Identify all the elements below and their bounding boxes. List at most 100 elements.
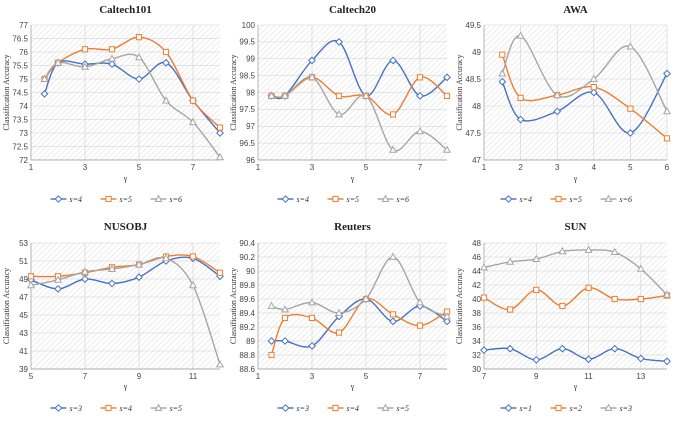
legend-marker	[332, 195, 339, 203]
data-point	[134, 52, 144, 61]
x-tick-label: 7	[418, 372, 423, 381]
legend-marker	[332, 404, 339, 412]
chart-title: SUN	[564, 221, 586, 233]
chart-title: Caltech20	[329, 4, 377, 16]
legend-label: s=5	[347, 195, 360, 204]
data-point	[108, 60, 116, 69]
data-point	[626, 42, 635, 50]
y-tick-label: 98	[246, 88, 255, 97]
legend-label: s=4	[520, 195, 533, 204]
y-axis-label: Classification Accuracy	[229, 268, 238, 344]
x-tick-label: 3	[555, 163, 560, 172]
data-point	[26, 280, 36, 289]
legend-item: s=4	[277, 195, 309, 204]
x-tick-label: 9	[137, 372, 142, 381]
legend-marker	[281, 195, 290, 203]
legend-marker	[604, 194, 613, 202]
plot-area	[31, 243, 220, 369]
legend-label: s=3	[297, 404, 310, 413]
data-point	[335, 37, 343, 46]
data-point	[559, 302, 566, 310]
y-tick-label: 48	[472, 102, 481, 111]
y-tick-label: 45	[19, 311, 28, 320]
data-point	[268, 351, 275, 359]
data-point	[161, 253, 171, 262]
data-point	[532, 254, 541, 262]
data-point	[637, 295, 644, 303]
y-tick-label: 42	[472, 281, 481, 290]
data-point	[335, 92, 343, 99]
data-point	[80, 267, 90, 275]
y-tick-label: 99	[246, 55, 255, 64]
legend-marker	[504, 195, 513, 203]
legend-item: s=1	[500, 404, 532, 413]
data-point	[663, 357, 671, 366]
chart-title: Reuters	[334, 221, 371, 233]
legend-item: s=6	[150, 194, 183, 204]
legend-marker	[281, 404, 290, 412]
y-tick-label: 51	[19, 257, 28, 266]
y-tick-label: 90.4	[239, 239, 255, 248]
y-axis-label: Classification Accuracy	[455, 268, 464, 344]
data-point	[361, 91, 371, 99]
chart-nusobj: 39 41 43 45 47 49 51 53 5 7 9 11 NUSOBJ γ Classificati…	[2, 221, 225, 413]
y-tick-label: 49.5	[465, 21, 481, 30]
data-point	[215, 152, 225, 161]
y-tick-label: 90	[246, 267, 255, 276]
legend-item: s=5	[377, 403, 409, 413]
data-point	[610, 344, 619, 353]
x-axis-label: γ	[573, 382, 578, 391]
legend-marker	[154, 403, 163, 411]
chart-awa: 47 47.5 48 48.5 49 49.5 1 2 3 4 5 6 AWA γ Classificati…	[455, 4, 672, 204]
x-tick-label: 5	[364, 163, 369, 172]
series-s6	[267, 72, 452, 153]
data-point	[499, 51, 506, 58]
series-s4	[498, 69, 671, 137]
data-point	[134, 260, 144, 268]
data-point	[189, 253, 197, 260]
x-axis-label: γ	[573, 174, 578, 183]
data-point	[626, 129, 635, 137]
y-tick-label: 75	[19, 75, 28, 84]
data-point	[532, 355, 541, 364]
data-point	[443, 317, 451, 326]
data-point	[506, 257, 515, 265]
legend-item: s=5	[550, 195, 582, 204]
data-point	[443, 92, 451, 99]
data-point	[662, 106, 672, 115]
x-tick-label: 11	[584, 372, 593, 381]
data-point	[53, 275, 63, 283]
legend-marker	[555, 195, 562, 203]
legend-label: s=6	[170, 195, 183, 204]
chart-caltech20: 96 96.5 97 97.5 98 98.5 99 99.5 100 1 3 5 7 Caltech20…	[229, 4, 452, 204]
y-tick-label: 32	[472, 351, 481, 360]
y-tick-label: 73.5	[12, 115, 28, 124]
y-tick-label: 34	[472, 337, 481, 346]
data-point	[389, 317, 397, 326]
y-tick-label: 46	[472, 253, 481, 262]
data-point	[498, 77, 507, 86]
data-point	[308, 56, 316, 65]
y-axis-label: Classification Accuracy	[229, 54, 238, 130]
y-tick-label: 89.2	[239, 323, 255, 332]
x-tick-label: 1	[256, 372, 261, 381]
legend-item: s=6	[600, 194, 632, 204]
x-tick-label: 7	[418, 163, 423, 172]
y-tick-label: 97.5	[239, 105, 255, 114]
y-tick-label: 89	[246, 337, 255, 346]
chart-title: NUSOBJ	[104, 221, 148, 233]
chart-sun: 30 32 34 36 38 40 42 44 46 48 7 9 11 13 SUN γ Classifica…	[455, 221, 672, 413]
legend-marker	[604, 403, 613, 411]
data-point	[480, 294, 488, 301]
y-tick-label: 96	[246, 156, 255, 165]
x-tick-label: 11	[189, 372, 198, 381]
data-point	[307, 72, 317, 81]
legend-marker	[555, 404, 562, 412]
data-point	[216, 129, 224, 137]
data-point	[388, 145, 398, 153]
x-tick-label: 5	[137, 163, 142, 172]
y-tick-label: 73	[19, 129, 28, 138]
legend-item: s=4	[500, 195, 533, 204]
y-tick-label: 38	[472, 309, 481, 318]
